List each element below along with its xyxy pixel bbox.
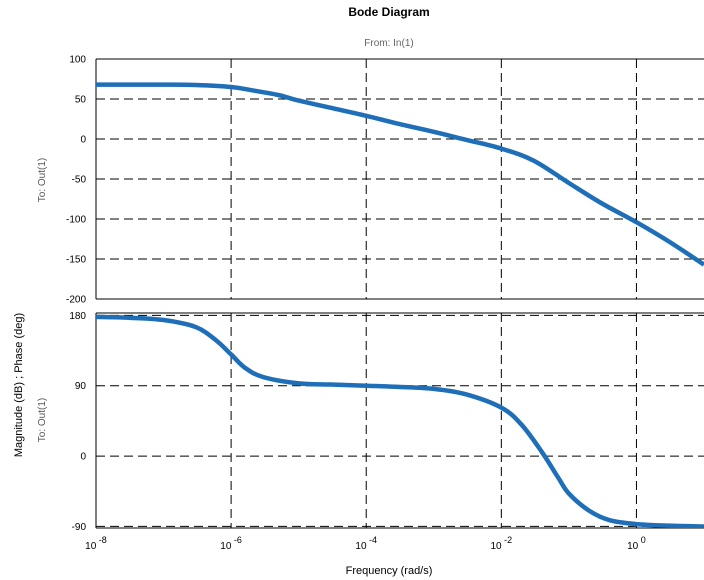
x-tick-exponent: -8 bbox=[96, 535, 107, 545]
chart-title: Bode Diagram bbox=[348, 5, 429, 19]
y-tick-label: -90 bbox=[72, 522, 87, 533]
y-tick-label: 100 bbox=[69, 55, 86, 66]
y-tick-label: 50 bbox=[75, 95, 87, 106]
x-axis-title: Frequency (rad/s) bbox=[346, 565, 433, 577]
x-tick-label: 10 -6 bbox=[220, 535, 242, 552]
y-tick-label: -50 bbox=[72, 175, 87, 186]
y-tick-label: -100 bbox=[66, 215, 86, 226]
x-tick-base: 10 bbox=[220, 541, 232, 552]
magnitude-panel: 100 50 0 -50 -100 -150 -200 To: Out(1) bbox=[37, 55, 704, 306]
x-tick-label: 10 0 bbox=[627, 535, 646, 552]
row-label: To: Out(1) bbox=[37, 398, 48, 442]
y-tick-label: 0 bbox=[80, 452, 86, 463]
y-tick-label: 90 bbox=[75, 381, 87, 392]
x-tick-base: 10 bbox=[355, 541, 367, 552]
y-tick-label: -200 bbox=[66, 295, 86, 306]
x-tick-exponent: -2 bbox=[502, 535, 513, 545]
x-tick-base: 10 bbox=[491, 541, 503, 552]
phase-series-line bbox=[96, 314, 704, 528]
x-tick-base: 10 bbox=[85, 541, 97, 552]
row-label: To: Out(1) bbox=[37, 158, 48, 202]
x-tick-label: 10 -2 bbox=[491, 535, 513, 552]
y-tick-label: 180 bbox=[69, 311, 86, 322]
magnitude-series-line bbox=[96, 82, 704, 267]
x-tick-label: 10 -4 bbox=[355, 535, 377, 552]
x-tick-exponent: 0 bbox=[638, 535, 646, 545]
x-tick-exponent: -6 bbox=[231, 535, 242, 545]
chart-subtitle: From: In(1) bbox=[364, 38, 413, 49]
x-tick-label: 10 -8 bbox=[85, 535, 107, 552]
y-axis-title: Magnitude (dB) ; Phase (deg) bbox=[13, 313, 25, 457]
x-tick-exponent: -4 bbox=[367, 535, 378, 545]
phase-panel: 180 90 0 -90 To: Out(1) bbox=[37, 311, 704, 533]
y-tick-label: -150 bbox=[66, 255, 86, 266]
x-tick-labels: 10 -810 -610 -410 -210 0 bbox=[85, 535, 646, 552]
y-tick-label: 0 bbox=[80, 135, 86, 146]
x-tick-base: 10 bbox=[627, 541, 639, 552]
